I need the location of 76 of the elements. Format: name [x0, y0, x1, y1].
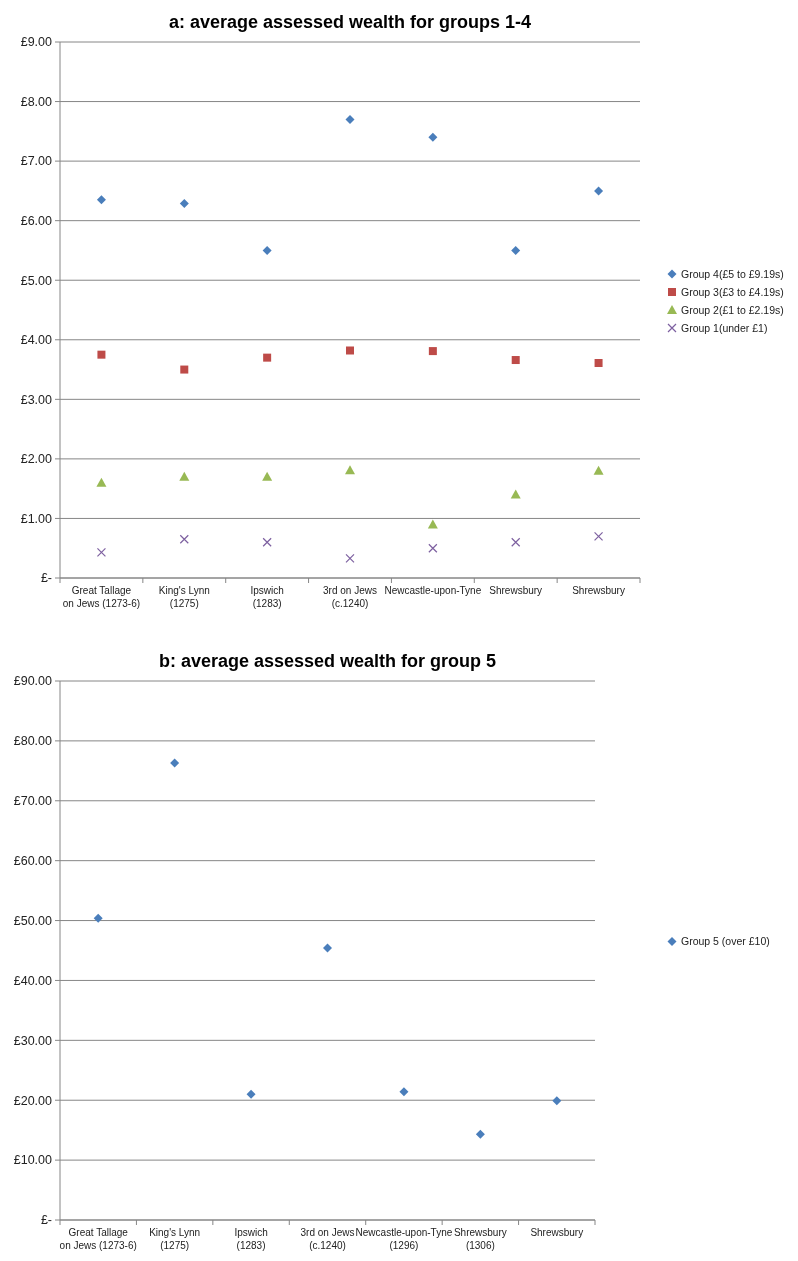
point: [323, 943, 332, 953]
point: [593, 465, 604, 475]
legend-label: Group 5 (over £10): [681, 935, 770, 948]
x-tick-label: 3rd on Jews (c.1240): [323, 585, 377, 609]
legend-label: Group 3(£3 to £4.19s): [681, 285, 784, 298]
y-tick-label: £10.00: [13, 1153, 53, 1168]
y-tick-label: £-: [40, 571, 52, 586]
y-tick-label: £9.00: [20, 35, 53, 50]
legend-label: Group 4(£5 to £9.19s): [681, 267, 784, 280]
x-tick-label: Great Tallage on Jews (1273-6): [62, 585, 141, 609]
x-tick-label: Ipswich (1283): [234, 1227, 268, 1251]
y-tick-label: £2.00: [20, 452, 53, 467]
point: [180, 365, 189, 374]
y-tick-label: £1.00: [20, 511, 53, 526]
y-tick-label: £20.00: [13, 1093, 53, 1108]
x-tick-label: Newcastle-upon-Tyne: [384, 585, 482, 596]
point: [511, 537, 521, 547]
point: [346, 346, 354, 355]
y-tick-label: £7.00: [20, 154, 53, 169]
point: [96, 195, 106, 205]
y-tick-label: £30.00: [13, 1033, 53, 1048]
point: [593, 531, 604, 541]
y-tick-label: £80.00: [13, 734, 53, 749]
point: [96, 477, 107, 487]
x-tick-label: Shrewsbury: [489, 585, 543, 596]
y-tick-label: £-: [40, 1213, 52, 1228]
point: [246, 1089, 256, 1099]
point: [428, 347, 437, 356]
point: [552, 1096, 562, 1106]
point: [427, 519, 438, 529]
point: [345, 553, 355, 563]
y-tick-label: £5.00: [20, 273, 53, 288]
point: [428, 132, 438, 142]
chart-title: a: average assessed wealth for groups 1-4: [168, 12, 532, 32]
x-tick-label: King's Lynn (1275): [149, 1227, 201, 1251]
point: [262, 245, 272, 255]
point: [179, 198, 189, 208]
x-tick-label: Ipswich (1283): [250, 585, 284, 609]
point: [345, 114, 355, 124]
point: [93, 913, 103, 923]
point: [170, 758, 180, 768]
y-tick-label: £60.00: [13, 854, 53, 869]
point: [96, 547, 107, 557]
point: [262, 537, 272, 547]
x-tick-label: Shrewsbury (1306): [453, 1227, 507, 1251]
y-tick-label: £90.00: [13, 674, 53, 689]
point: [594, 186, 604, 196]
point: [475, 1129, 485, 1139]
point: [179, 534, 189, 544]
x-tick-label: Shrewsbury: [572, 585, 625, 596]
y-tick-label: £6.00: [20, 214, 53, 229]
legend-label: Group 2(£1 to £2.19s): [681, 303, 784, 316]
y-tick-label: £40.00: [13, 973, 53, 988]
point: [263, 353, 272, 362]
point: [510, 489, 521, 499]
point: [179, 471, 190, 481]
y-tick-label: £3.00: [20, 392, 53, 407]
chart-title: b: average assessed wealth for group 5: [158, 651, 497, 671]
y-tick-label: £8.00: [20, 94, 53, 109]
x-tick-label: Great Tallage on Jews (1273-6): [59, 1227, 137, 1251]
x-tick-label: Newcastle-upon-Tyne (1296): [355, 1227, 453, 1251]
point: [511, 245, 521, 255]
x-tick-label: 3rd on Jews (c.1240): [300, 1227, 355, 1251]
x-tick-label: Shrewsbury: [530, 1227, 584, 1238]
legend-label: Group 1(under £1): [681, 321, 768, 334]
y-tick-label: £4.00: [20, 333, 53, 348]
y-tick-label: £70.00: [13, 794, 53, 809]
point: [262, 471, 273, 481]
point: [345, 465, 355, 475]
point: [399, 1087, 409, 1097]
point: [428, 543, 438, 553]
point: [97, 350, 106, 359]
point: [594, 359, 603, 367]
y-tick-label: £50.00: [13, 913, 53, 928]
x-tick-label: King's Lynn (1275): [158, 585, 210, 609]
point: [511, 356, 520, 365]
